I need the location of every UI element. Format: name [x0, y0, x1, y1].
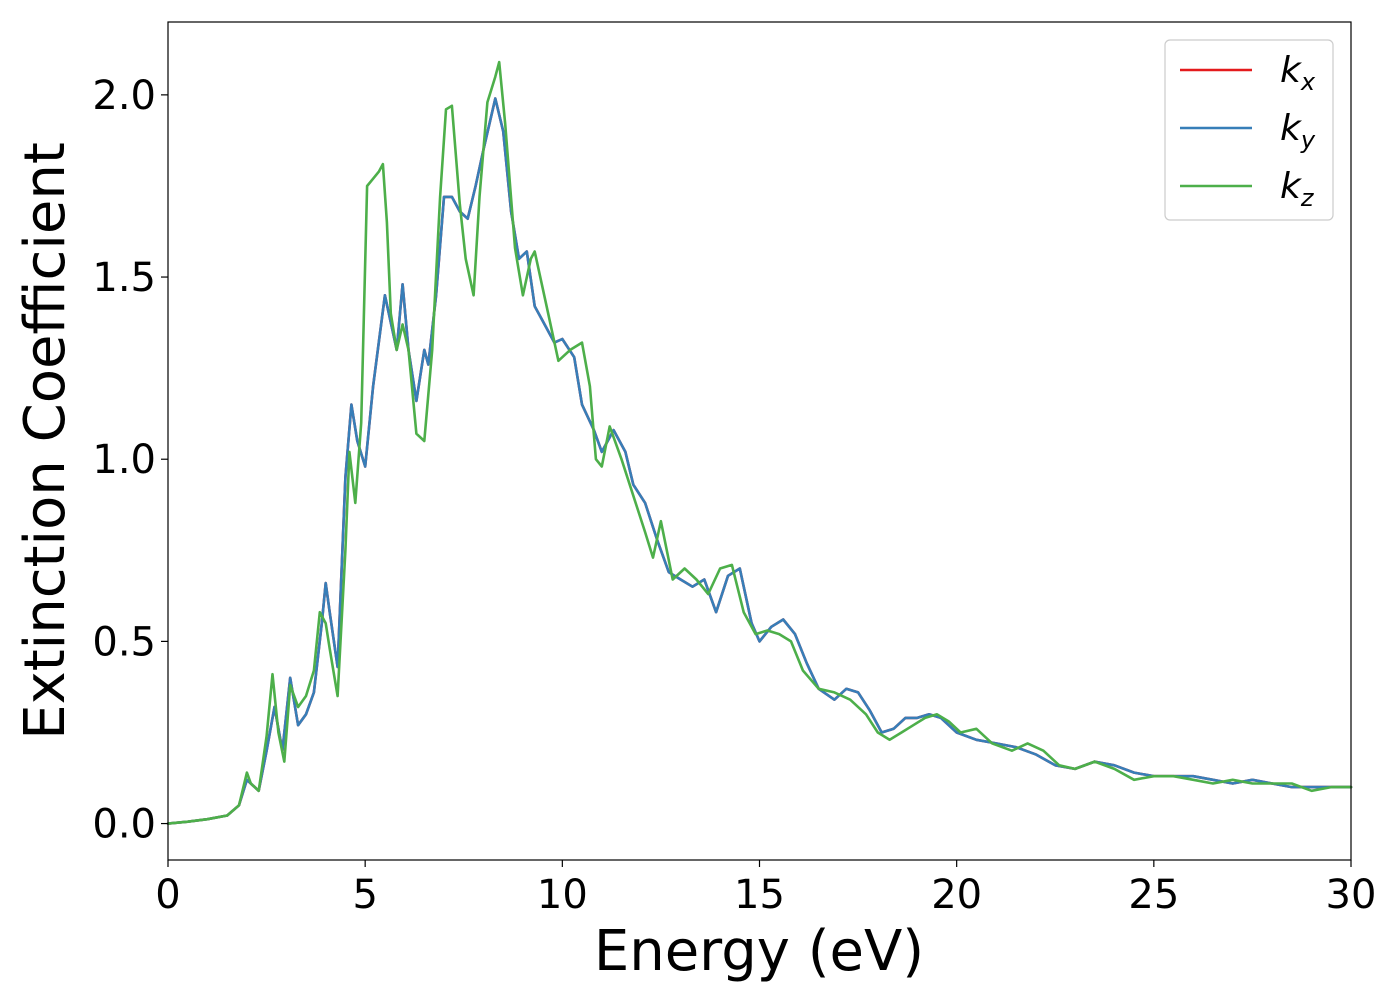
x-tick-label: 15 [734, 872, 785, 918]
y-tick-label: 0.0 [92, 802, 156, 848]
y-tick-label: 1.5 [92, 255, 156, 301]
x-tick-label: 30 [1326, 872, 1377, 918]
x-tick-label: 5 [352, 872, 377, 918]
y-tick-label: 2.0 [92, 73, 156, 119]
y-tick-label: 1.0 [92, 437, 156, 483]
x-tick-label: 0 [155, 872, 180, 918]
y-axis-label: Extinction Coefficient [13, 142, 78, 740]
y-axis-ticks: 0.0 0.5 1.0 1.5 2.0 [92, 73, 168, 848]
plot-area [168, 22, 1351, 860]
legend-label-z: kz [1280, 166, 1315, 212]
x-axis-label: Energy (eV) [594, 919, 924, 984]
series-layer [166, 60, 1353, 825]
x-tick-label: 10 [537, 872, 588, 918]
x-tick-label: 20 [931, 872, 982, 918]
y-tick-label: 0.5 [92, 619, 156, 665]
x-axis-ticks: 0 5 10 15 20 25 30 [155, 860, 1376, 918]
x-tick-label: 25 [1128, 872, 1179, 918]
series-line-z [166, 60, 1353, 825]
legend-frame [1164, 39, 1334, 221]
